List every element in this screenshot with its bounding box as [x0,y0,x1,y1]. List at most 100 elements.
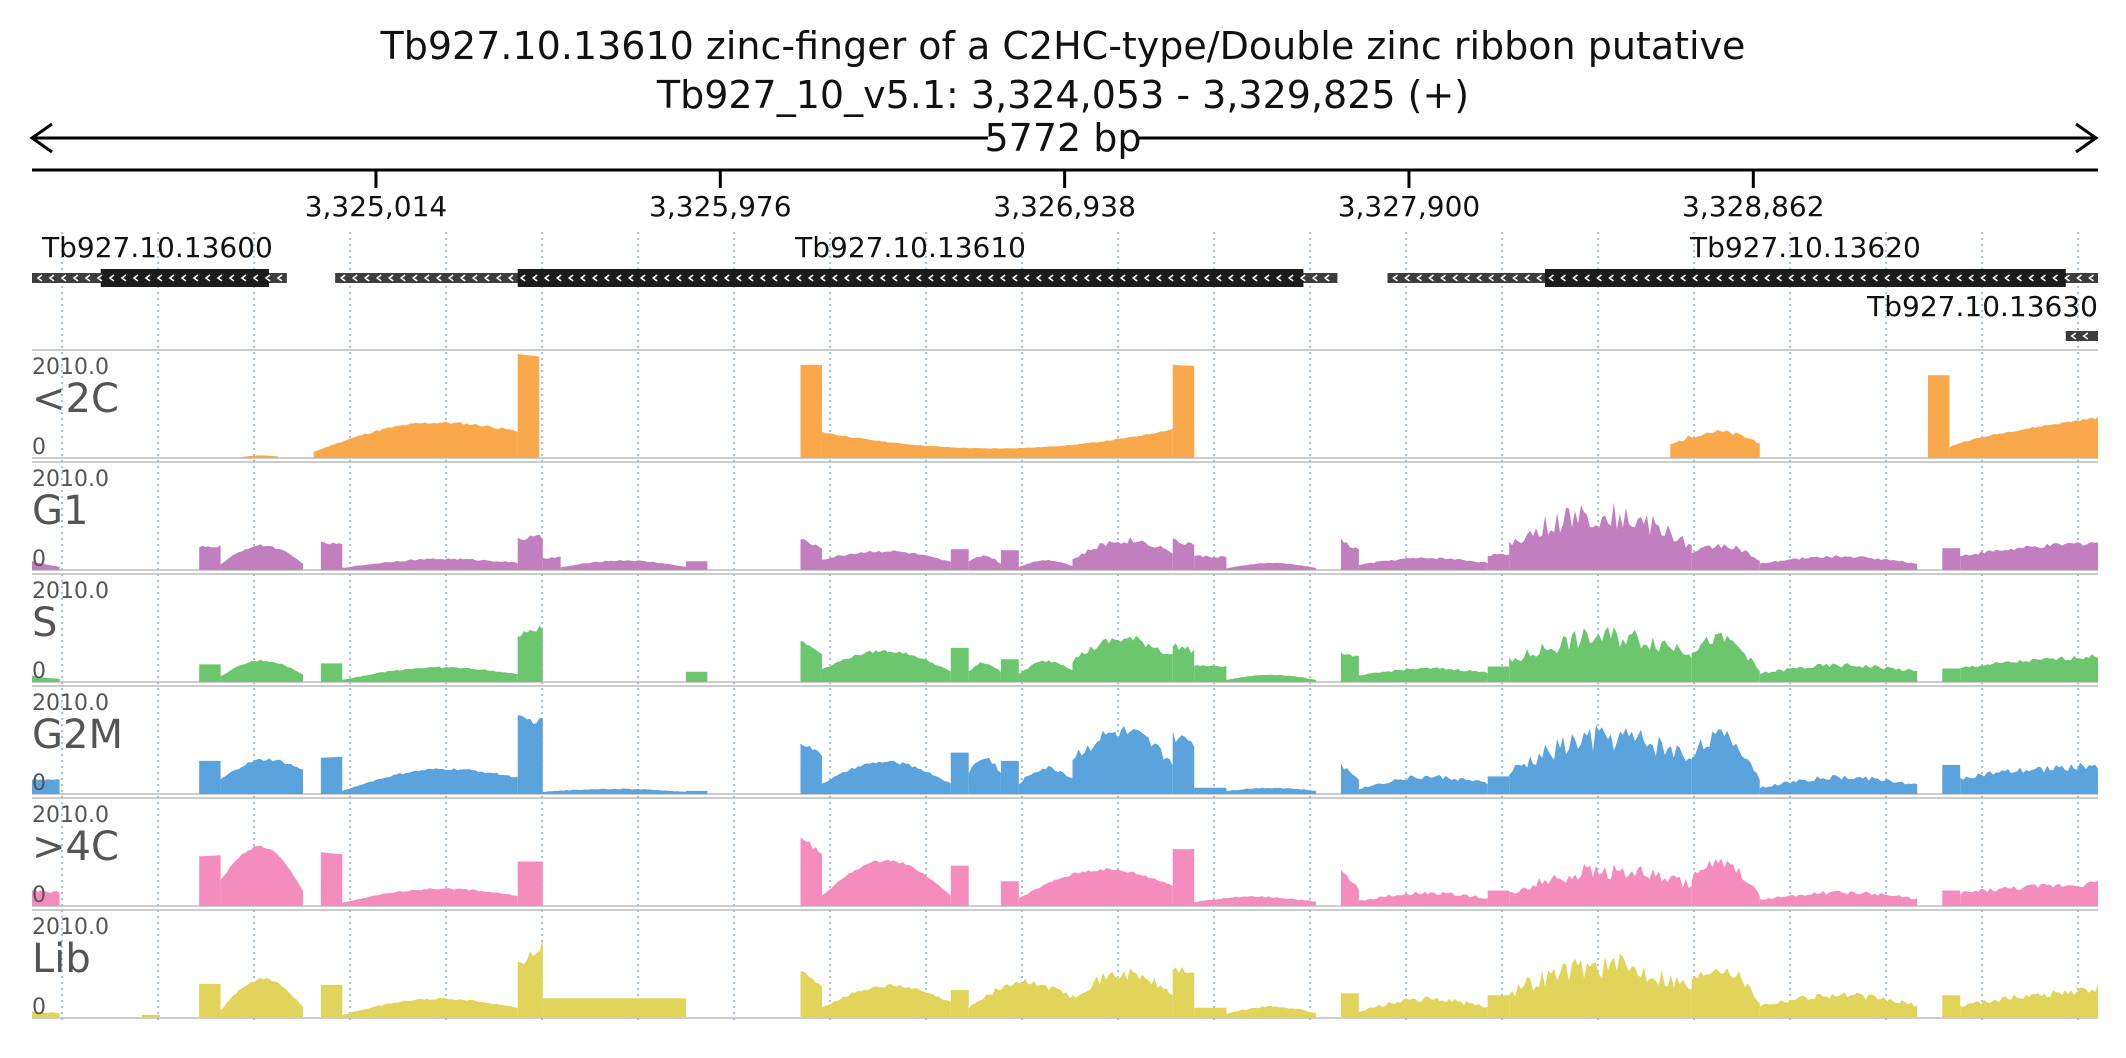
coverage-area [542,998,686,1018]
coverage-area [517,937,543,1018]
track-ymin-label: 0 [32,547,46,572]
track-ymax-label: 2010.0 [32,691,109,716]
track-ymax-label: 2010.0 [32,803,109,828]
coverage-area [1960,762,2098,794]
coverage-area [800,641,822,682]
gene-Tb927.10.13610: Tb927.10.13610 [335,231,1338,287]
coverage-area [342,997,518,1018]
coverage-area [950,990,969,1018]
coverage-area [1942,995,1961,1018]
coverage-area [1942,765,1961,794]
coverage-area [1072,537,1173,570]
track-5: 2010.0>4C 0 [32,797,2098,908]
strand-chevron-icon [2070,332,2089,340]
coverage-tracks: 2010.0<2C02010.0G102010.0S02010.0G2M0201… [32,349,2098,1020]
coverage-area [800,971,822,1018]
coverage-area [342,768,518,794]
coverage-area [968,555,1001,570]
coverage-area [1000,659,1019,682]
coverage-area [1691,543,1760,570]
span-arrow-left-head [29,122,53,154]
coverage-area [1960,984,2098,1018]
x-tick-label: 3,326,938 [993,190,1136,223]
coverage-area [1194,1007,1227,1018]
gene-cds-bar [100,269,269,287]
track-ymax-label: 2010.0 [32,915,109,940]
coverage-area [1691,632,1760,682]
strand-chevron-icon [1392,274,2094,282]
gene-cds-bar [517,269,1304,287]
coverage-area [1226,562,1316,570]
coverage-area [1358,557,1488,570]
coverage-area [1759,775,1918,794]
coverage-area [1072,726,1173,794]
track-2: 2010.0G1 0 [32,461,2098,572]
span-arrow-right-head [2075,122,2099,154]
coverage-area [1949,417,2098,458]
coverage-area [1226,787,1316,794]
track-1: 2010.0<2C 0 [32,349,2098,460]
coverage-area [32,1011,60,1018]
gene-label: Tb927.10.13610 [794,231,1026,264]
coverage-area [1487,553,1510,570]
coverage-area [1194,555,1227,570]
coverage-area [1358,996,1488,1018]
coverage-area [821,429,1173,458]
coverage-area [199,664,221,682]
x-tick-label: 3,328,862 [1682,190,1825,223]
track-ymin-label: 0 [32,771,46,796]
coverage-area [1509,863,1692,906]
coverage-area [32,561,60,570]
coverage-area [968,757,1001,794]
track-ymax-label: 2010.0 [32,579,109,604]
coverage-area [199,983,221,1018]
coverage-area [821,984,951,1018]
coverage-area [32,675,60,682]
gene-utr-bar [2065,331,2098,341]
track-ymax-label: 2010.0 [32,355,109,380]
coverage-area [1487,995,1510,1018]
coverage-area [1927,375,1950,458]
coverage-area [821,760,951,794]
coverage-area [32,889,60,906]
coverage-area [968,662,1001,682]
coverage-area [1172,731,1195,794]
coverage-area [1000,550,1019,570]
coverage-area [1072,635,1173,682]
coverage-area [517,715,543,794]
coverage-area [950,752,969,794]
coverage-area [1509,954,1692,1018]
coverage-area [1340,763,1359,794]
coverage-area [517,625,543,682]
coverage-area [220,659,303,682]
coverage-area [199,760,221,794]
coverage-area [821,649,951,682]
span-ruler: 5772 bp [29,116,2099,160]
coverage-area [342,888,518,906]
coverage-area [313,421,518,458]
coverage-area [1226,1005,1316,1018]
coverage-area [1960,880,2098,906]
coverage-area [1487,890,1510,906]
coverage-area [1358,667,1488,682]
coverage-area [542,788,686,794]
coverage-area [1691,729,1760,794]
coverage-area [1759,992,1918,1018]
x-tick-label: 3,325,976 [649,190,792,223]
coverage-area [1340,652,1359,682]
coverage-area [1226,674,1316,682]
coverage-area [1018,559,1073,570]
coverage-area [517,861,543,906]
x-tick-label: 3,325,014 [305,190,448,223]
coverage-area [800,539,822,570]
track-ymin-label: 0 [32,883,46,908]
coverage-area [1194,896,1316,906]
coverage-area [1358,775,1488,794]
coverage-area [1509,502,1692,570]
gene-label: Tb927.10.13620 [1689,231,1921,264]
strand-chevron-icon [339,274,1330,282]
coverage-area [800,364,822,458]
coverage-area [1487,666,1510,682]
gene-Tb927.10.13620: Tb927.10.13620 [1387,231,2098,287]
coverage-area [950,549,969,570]
